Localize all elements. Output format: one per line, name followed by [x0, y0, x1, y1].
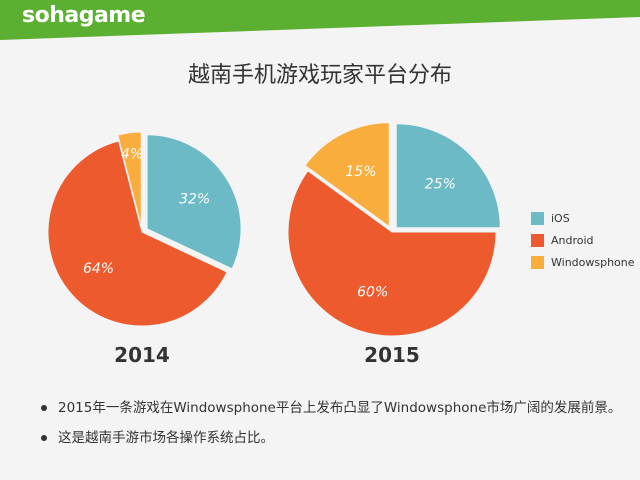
legend-label-windowsphone: Windowsphone: [551, 256, 635, 269]
legend: iOS Android Windowsphone: [531, 212, 635, 269]
data-label-windowsphone-2015: 15%: [345, 164, 376, 180]
legend-swatch-android: [531, 234, 544, 247]
legend-label-ios: iOS: [551, 212, 570, 225]
charts-area: 32% 64% 4% 25% 60% 15% 2014 2015 iOS Android…: [47, 122, 635, 367]
pie-slice-android-2015: [287, 170, 497, 337]
list-item: 这是越南手游市场各操作系统占比。: [38, 428, 621, 458]
header-band: [0, 0, 640, 40]
data-label-ios-2014: 32%: [179, 192, 210, 208]
page-title: 越南手机游戏玩家平台分布: [187, 63, 452, 88]
bullet-dot-icon: [41, 435, 47, 441]
pie-slice-windowsphone-2015: [304, 122, 390, 228]
list-item: 2015年一条游戏在Windowsphone平台上发布凸显了Windowspho…: [38, 398, 621, 428]
note-text: 这是越南手游市场各操作系统占比。: [58, 430, 274, 446]
pie-slice-ios-2014: [146, 134, 242, 270]
bullet-dot-icon: [41, 405, 47, 411]
pie-slice-windowsphone-2014: [117, 131, 142, 227]
pie-title-2015: 2015: [364, 343, 420, 367]
data-label-windowsphone-2014: 4%: [121, 146, 143, 162]
brand-logo: sohagame: [22, 3, 146, 28]
data-label-android-2015: 60%: [357, 284, 388, 300]
notes-list: 2015年一条游戏在Windowsphone平台上发布凸显了Windowspho…: [38, 398, 621, 458]
data-label-ios-2015: 25%: [425, 177, 456, 193]
legend-label-android: Android: [551, 234, 594, 247]
legend-swatch-windowsphone: [531, 256, 544, 269]
pie-slice-ios-2015: [395, 123, 501, 229]
pie-chart-2014: 32% 64% 4%: [47, 131, 242, 327]
note-text: 2015年一条游戏在Windowsphone平台上发布凸显了Windowspho…: [58, 400, 622, 416]
pie-slice-android-2014: [47, 140, 228, 327]
legend-swatch-ios: [531, 212, 544, 225]
pie-title-2014: 2014: [114, 343, 170, 367]
pie-chart-2015: 25% 60% 15%: [287, 122, 501, 337]
data-label-android-2014: 64%: [83, 261, 114, 277]
